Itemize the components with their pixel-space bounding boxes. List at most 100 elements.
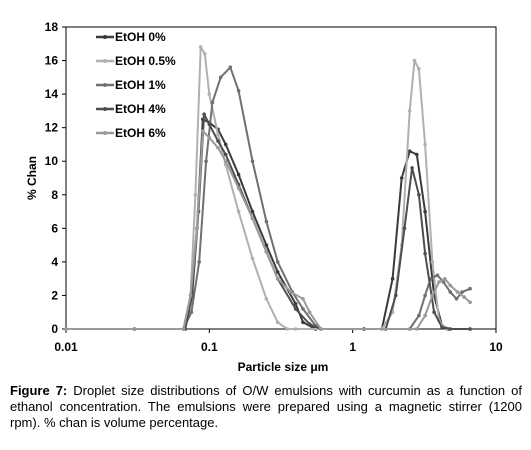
plot-border xyxy=(65,26,497,330)
series-1-point xyxy=(293,327,298,331)
series-0-point xyxy=(423,209,427,214)
series-1-point xyxy=(216,132,220,137)
series-2-point xyxy=(448,290,453,294)
series-2-point xyxy=(301,307,305,311)
series-0-point xyxy=(407,149,412,153)
x-tick-label: 0.1 xyxy=(201,340,218,354)
series-4-point xyxy=(216,146,220,150)
series-1-point xyxy=(207,92,212,96)
legend-marker xyxy=(103,59,107,63)
series-4-point xyxy=(236,186,241,190)
series-1-point xyxy=(423,142,427,147)
series-2-point xyxy=(264,219,269,224)
series-2-point xyxy=(218,75,223,80)
series-1-point xyxy=(250,256,255,261)
series-4-point xyxy=(201,129,205,133)
series-4-point xyxy=(437,280,441,284)
series-1-point xyxy=(412,58,417,63)
y-tick-label: 0 xyxy=(51,322,58,336)
legend-marker xyxy=(103,83,107,87)
y-tick-label: 6 xyxy=(51,221,58,235)
series-3-point xyxy=(417,193,421,197)
x-tick-label: 1 xyxy=(349,340,356,354)
legend-marker xyxy=(103,107,107,111)
series-3-point xyxy=(448,327,453,331)
series-2-point xyxy=(228,65,233,70)
caption-label: Figure 7: xyxy=(10,383,68,398)
y-tick-label: 8 xyxy=(51,188,58,202)
series-1-point xyxy=(198,45,203,49)
series-3-point xyxy=(202,112,206,116)
legend-label: EtOH 6% xyxy=(115,126,166,140)
series-2-point xyxy=(468,286,472,291)
legend-label: EtOH 1% xyxy=(115,78,166,92)
series-4-point xyxy=(64,327,68,331)
series-4-point xyxy=(250,216,255,221)
series-2-point xyxy=(210,100,215,105)
series-1-point xyxy=(264,297,269,301)
y-tick-label: 18 xyxy=(45,20,59,34)
series-1-point xyxy=(236,209,241,214)
series-lines xyxy=(64,45,472,331)
y-tick-label: 12 xyxy=(45,121,59,135)
axis-ticks: 0 2 4 6 8 10 12 14 16 18 0.01 0.1 1 10 xyxy=(45,20,503,354)
series-4-point xyxy=(275,276,280,281)
chart-svg: 0 2 4 6 8 10 12 14 16 18 0.01 0.1 1 10 EtOH 0% EtOH 0.… xyxy=(25,20,503,374)
series-1-point xyxy=(285,327,290,331)
series-1-point xyxy=(407,109,412,113)
series-3-point xyxy=(440,325,444,330)
series-4-point xyxy=(181,327,186,331)
series-4-point xyxy=(264,250,269,254)
x-tick-label: 10 xyxy=(489,340,503,354)
series-0-point xyxy=(415,152,419,157)
figure-caption: Figure 7: Droplet size distributions of … xyxy=(10,383,522,431)
series-2-point xyxy=(236,89,241,93)
x-axis-title: Particle size μm xyxy=(238,360,329,374)
series-3-point xyxy=(402,226,407,231)
series-4-point xyxy=(423,313,427,318)
series-2-point xyxy=(204,159,208,163)
series-3-point xyxy=(410,166,414,170)
legend-marker xyxy=(103,35,107,39)
legend: EtOH 0% EtOH 0.5% EtOH 1% EtOH 4% EtOH 6% xyxy=(96,30,176,140)
series-4-point xyxy=(448,283,453,288)
series-4-point xyxy=(307,310,312,315)
series-4-point xyxy=(415,327,419,331)
series-0-point xyxy=(275,270,280,274)
y-tick-label: 10 xyxy=(45,154,59,168)
y-tick-label: 2 xyxy=(51,288,58,302)
series-4-point xyxy=(443,276,447,281)
series-0-point xyxy=(293,302,298,306)
series-4-point xyxy=(462,295,467,299)
series-4-point xyxy=(468,300,472,305)
y-axis-title: % Chan xyxy=(25,156,39,200)
series-4-point xyxy=(195,226,199,231)
series-3-point xyxy=(432,310,436,315)
legend-marker xyxy=(103,131,107,135)
series-1-point xyxy=(275,320,280,325)
series-2-point xyxy=(454,297,459,301)
series-3-point xyxy=(423,251,427,256)
y-tick-label: 4 xyxy=(51,255,58,269)
series-2-point xyxy=(197,260,201,264)
legend-label: EtOH 0% xyxy=(115,30,166,44)
y-tick-label: 14 xyxy=(45,87,59,101)
series-4-point xyxy=(132,327,137,331)
series-4-point xyxy=(301,297,305,301)
y-tick-label: 16 xyxy=(45,54,59,68)
series-1-point xyxy=(203,52,207,56)
series-3-point xyxy=(207,122,212,127)
series-4-point xyxy=(319,327,323,331)
series-0-point xyxy=(250,209,255,214)
series-0-point xyxy=(223,142,228,147)
series-2-point xyxy=(460,290,464,294)
series-1-point xyxy=(430,260,435,264)
series-2-point xyxy=(423,293,427,298)
series-3-point xyxy=(216,139,220,143)
series-4-point xyxy=(430,293,435,298)
series-4-point xyxy=(207,135,212,140)
x-tick-label: 0.01 xyxy=(54,340,78,354)
series-3-point xyxy=(293,307,298,311)
series-2-point xyxy=(250,159,255,163)
legend-label: EtOH 4% xyxy=(115,102,166,116)
